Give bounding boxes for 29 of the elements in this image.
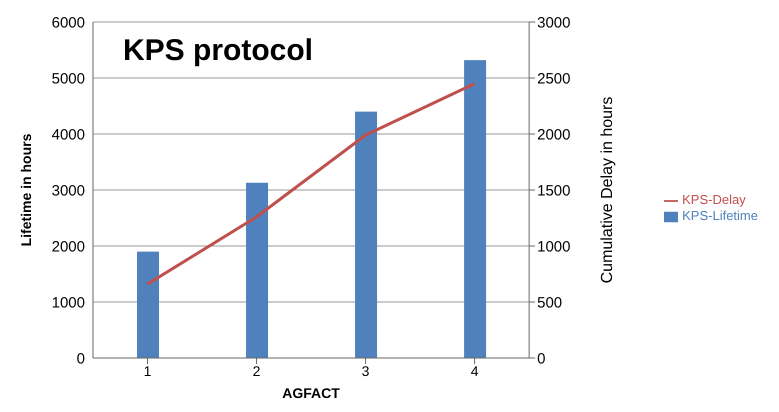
x-tick-label: 3 xyxy=(362,362,370,379)
y2-tick-label: 1000 xyxy=(537,238,570,256)
y-tick-label: 2000 xyxy=(52,238,85,256)
y-tick-label: 1000 xyxy=(52,294,85,312)
y2-tick-label: 1500 xyxy=(537,182,570,200)
bar xyxy=(246,182,268,358)
x-tick-label: 4 xyxy=(470,362,479,379)
legend-label: KPS-Lifetime xyxy=(682,208,758,223)
bar xyxy=(137,252,159,358)
legend-label: KPS-Delay xyxy=(682,192,746,208)
line-series xyxy=(146,82,476,286)
x-axis-title: AGFACT xyxy=(282,385,340,401)
x-tick-label: 2 xyxy=(252,362,261,379)
bar xyxy=(464,60,486,358)
y-tick-label: 4000 xyxy=(52,126,85,144)
x-tick-label: 1 xyxy=(144,362,152,379)
chart-title: KPS protocol xyxy=(123,34,314,68)
y-tick-label: 3000 xyxy=(52,182,85,200)
y2-axis-title: Cumulative Delay in hours xyxy=(598,96,616,284)
y2-tick-label: 2000 xyxy=(537,126,570,144)
y2-tick-label: 2500 xyxy=(537,70,570,88)
y2-tick-label: 0 xyxy=(537,350,546,368)
y2-tick-label: 3000 xyxy=(537,14,570,32)
y-axis-title: Lifetime in hours xyxy=(18,133,34,246)
y-tick-label: 0 xyxy=(76,350,85,368)
y-tick-label: 6000 xyxy=(52,14,85,32)
bar xyxy=(355,112,378,358)
y2-tick-label: 500 xyxy=(537,294,562,312)
y-tick-label: 5000 xyxy=(52,70,85,88)
